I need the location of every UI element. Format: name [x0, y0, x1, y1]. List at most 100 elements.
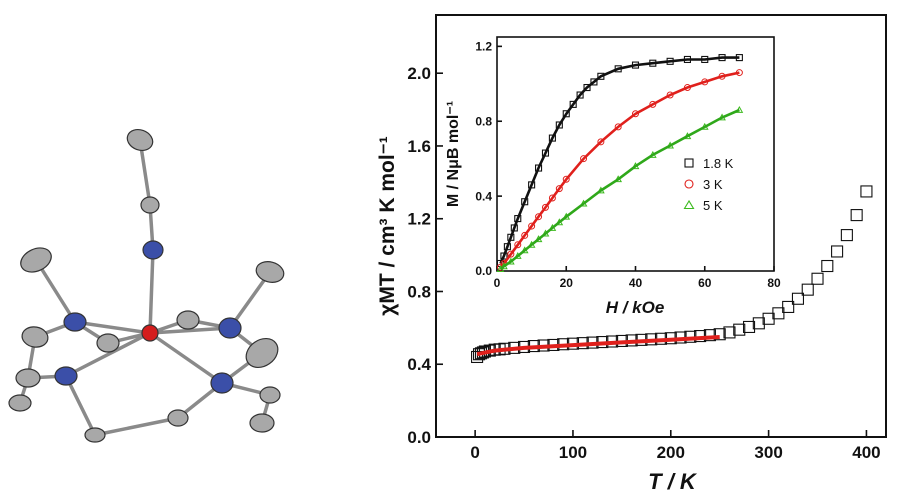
legend-marker	[684, 158, 694, 168]
inset-x-tick-label: 60	[698, 276, 712, 290]
main-data-point	[742, 320, 756, 334]
main-data-point	[811, 272, 824, 285]
inset-data-point	[562, 175, 570, 183]
legend-marker	[684, 179, 694, 189]
carbon-atom	[176, 310, 200, 330]
main-data-point	[713, 328, 726, 341]
inset-y-axis-label: M / NμB mol⁻¹	[445, 101, 462, 207]
carbon-atom	[259, 386, 281, 404]
inset-x-tick-label: 40	[629, 276, 643, 290]
main-data-point	[821, 259, 834, 273]
main-data-point	[791, 292, 805, 305]
nitrogen-atom	[63, 312, 87, 332]
atoms	[8, 129, 285, 443]
legend-label: 5 K	[703, 198, 723, 213]
inset-series-2	[496, 105, 744, 273]
carbon-atom	[167, 409, 189, 427]
nitrogen-atom	[210, 372, 234, 394]
inset-y-tick-label: 1.2	[475, 40, 492, 54]
main-x-tick-label: 300	[754, 443, 782, 462]
inset-data-point	[528, 222, 536, 230]
main-y-axis-label: χMT / cm³ K mol⁻¹	[376, 136, 399, 316]
bond	[148, 331, 224, 385]
main-y-tick-label: 0.8	[407, 282, 431, 301]
inset-fit-line	[499, 108, 740, 271]
inset-data-point	[514, 241, 522, 249]
inset-series	[496, 54, 744, 273]
main-fit-line	[476, 335, 720, 357]
main-plot-frame	[435, 14, 887, 438]
cobalt-atom	[141, 324, 159, 342]
main-y-ticks: 0.0 0.4 0.8 1.2 1.6 2.0	[407, 64, 443, 447]
main-data-point	[850, 209, 863, 222]
inset-data-point	[569, 100, 577, 108]
main-chart: 0 100 200 300 400 0.00.40.81.21.62.0 T / K χ…	[376, 14, 887, 493]
carbon-atom	[15, 368, 41, 388]
inset-x-tick-label: 0	[494, 276, 501, 290]
inset-data-point	[555, 185, 563, 193]
main-x-ticks: 0 100 200 300 400	[470, 430, 881, 462]
inset-x-axis-label: H / kOe	[606, 298, 665, 317]
main-data-point	[772, 307, 785, 320]
inset-fit-line	[499, 71, 740, 269]
bond	[93, 416, 180, 437]
inset-chart: 0 20 40 60 80 0.0 0.4 0.8 1.2 1.8 K 3 K 5 K H / k…	[445, 36, 781, 317]
bond	[73, 320, 152, 335]
bonds	[18, 138, 272, 437]
inset-data-point	[614, 123, 622, 131]
inset-series-1	[496, 69, 743, 271]
main-data-point	[840, 229, 853, 242]
main-data-point	[703, 329, 716, 342]
inset-x-tick-label: 20	[560, 276, 574, 290]
bond	[148, 326, 232, 335]
inset-x-ticks: 0 20 40 60 80	[494, 266, 781, 290]
nitrogen-atom	[142, 240, 164, 260]
bond	[34, 258, 77, 324]
main-y-tick-label: 1.6	[407, 137, 431, 156]
inset-data-point	[521, 231, 529, 239]
carbon-atom	[8, 394, 32, 412]
main-x-tick-label: 100	[559, 443, 587, 462]
inset-data-point	[583, 83, 591, 92]
main-x-tick-label: 200	[657, 443, 685, 462]
inset-data-point	[597, 138, 605, 146]
inset-data-point	[541, 203, 549, 211]
inset-data-point	[576, 91, 584, 99]
main-data-point	[831, 245, 844, 258]
carbon-atom	[249, 413, 275, 433]
inset-data-point	[535, 213, 543, 221]
main-data-point	[752, 317, 765, 330]
inset-data-point	[580, 155, 588, 163]
main-data-point	[782, 300, 795, 313]
inset-fit-line	[499, 56, 740, 265]
bond	[64, 374, 97, 437]
carbon-atom	[20, 247, 52, 273]
main-y-tick-label: 2.0	[407, 64, 431, 83]
inset-data-point	[555, 121, 563, 129]
molecular-structure-image	[8, 129, 285, 443]
main-data-point	[723, 326, 736, 339]
inset-data-point	[507, 250, 515, 258]
legend-label: 1.8 K	[703, 156, 734, 171]
main-x-tick-label: 0	[470, 443, 479, 462]
bond	[228, 270, 272, 330]
main-data-point	[860, 185, 873, 198]
carbon-atom	[255, 261, 285, 283]
inset-data-point	[649, 100, 657, 108]
inset-y-tick-label: 0.0	[475, 264, 492, 278]
inset-data-point	[632, 110, 639, 118]
carbon-atom	[126, 129, 154, 151]
inset-legend: 1.8 K 3 K 5 K	[683, 156, 734, 213]
main-x-tick-label: 400	[852, 443, 880, 462]
carbon-atom	[140, 196, 160, 214]
main-y-tick-label: 1.2	[407, 210, 431, 229]
inset-y-ticks: 0.0 0.4 0.8 1.2	[475, 40, 502, 278]
bond	[64, 331, 152, 378]
main-x-axis-label: T / K	[648, 469, 698, 493]
carbon-atom	[84, 427, 106, 443]
bond	[148, 248, 155, 335]
main-y-tick-label: 0.4	[407, 355, 431, 374]
inset-y-tick-label: 0.8	[475, 114, 492, 128]
main-series-1	[476, 335, 720, 357]
